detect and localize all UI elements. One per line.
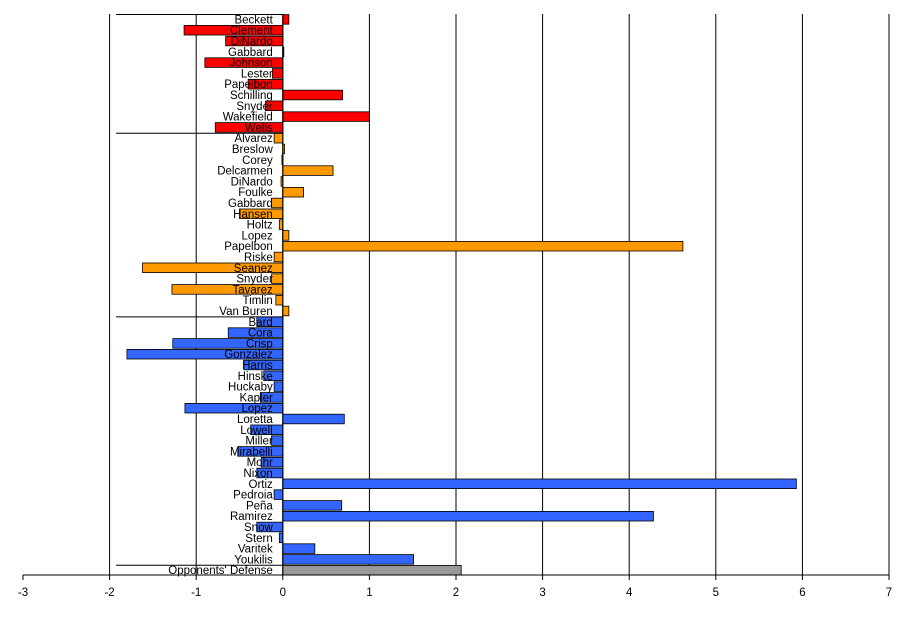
- category-label: Bard: [249, 317, 273, 329]
- category-label: Ramirez: [230, 511, 273, 523]
- bar: [273, 381, 284, 392]
- category-label: Schilling: [230, 90, 273, 102]
- category-label: Corey: [242, 155, 273, 167]
- bar: [282, 240, 684, 252]
- category-label: Holtz: [247, 220, 273, 232]
- category-label: Lester: [241, 68, 273, 80]
- tick-label: -2: [104, 587, 114, 599]
- bar: [272, 68, 284, 79]
- category-labels: BeckettClementDiNardoGabbardJohnsonLeste…: [168, 14, 273, 577]
- bar: [282, 186, 304, 198]
- category-label: Wakefield: [223, 112, 273, 124]
- category-label: Harris: [242, 360, 273, 372]
- bar: [282, 554, 414, 565]
- category-label: Hansen: [233, 209, 273, 221]
- bar: [282, 543, 316, 554]
- tick-label: 1: [366, 587, 372, 599]
- bars: [126, 14, 797, 576]
- category-label: Timlin: [243, 295, 273, 307]
- bar: [282, 230, 290, 241]
- category-label: Johnson: [229, 58, 272, 70]
- tick-label: 4: [626, 587, 633, 599]
- bar: [282, 478, 797, 490]
- bar: [271, 273, 284, 284]
- category-label: Wells: [245, 122, 273, 134]
- category-label: Mirabelli: [230, 446, 273, 458]
- category-label: Delcarmen: [217, 166, 273, 178]
- bar: [278, 532, 284, 544]
- category-label: Beckett: [234, 14, 273, 26]
- bar: [282, 111, 370, 122]
- category-label: Hinske: [238, 371, 273, 383]
- category-label: Varitek: [238, 544, 273, 556]
- bar: [273, 489, 284, 500]
- bar: [273, 132, 284, 144]
- bar: [278, 219, 284, 230]
- category-label: Ortiz: [249, 479, 274, 491]
- bar: [282, 500, 343, 511]
- category-label: Seanez: [234, 263, 273, 275]
- category-label: Gabbard: [228, 47, 273, 59]
- tick-label: 7: [886, 587, 892, 599]
- category-label: Peña: [246, 500, 273, 512]
- category-label: Tavarez: [233, 284, 274, 296]
- category-label: Lowell: [240, 425, 273, 437]
- tick-label: 0: [280, 587, 286, 599]
- bar: [282, 14, 290, 25]
- category-label: Lopez: [241, 403, 273, 415]
- tick-label: 6: [799, 587, 805, 599]
- category-label: Snow: [244, 522, 273, 534]
- category-label: Lopez: [241, 230, 273, 242]
- category-label: Cora: [248, 328, 274, 340]
- category-label: DiNardo: [231, 36, 273, 48]
- bar: [275, 294, 284, 306]
- bar: [282, 165, 334, 176]
- category-label: Alvarez: [234, 133, 273, 145]
- category-label: Stern: [245, 533, 273, 545]
- category-label: Van Buren: [219, 306, 273, 318]
- bar: [271, 435, 284, 446]
- category-label: Papelbon: [224, 79, 273, 91]
- bar: [282, 413, 345, 425]
- category-label: Huckaby: [228, 382, 273, 394]
- category-label: Pedroia: [233, 490, 273, 502]
- category-label: Snyder: [236, 274, 273, 286]
- category-label: Gonzalez: [224, 349, 273, 361]
- x-axis: -3 -2 -1 0 1 2 3 4 5 6 7: [18, 14, 892, 599]
- bar: [271, 197, 284, 209]
- category-label: Crisp: [246, 338, 273, 350]
- category-label: Mohr: [247, 457, 273, 469]
- category-label: Miller: [245, 436, 273, 448]
- tick-label: -3: [18, 587, 28, 599]
- bar: [282, 305, 290, 317]
- tick-label: 5: [713, 587, 719, 599]
- category-label: Opponents' Defense: [168, 565, 273, 577]
- category-label: Riske: [244, 252, 273, 264]
- bar: [273, 251, 284, 263]
- tick-label: 3: [539, 587, 545, 599]
- category-label: Gabbard: [228, 198, 273, 210]
- bar: [282, 89, 343, 101]
- category-label: Snyder: [236, 101, 273, 113]
- bar: [282, 565, 462, 576]
- category-label: Nixon: [243, 468, 272, 480]
- tick-label: -1: [191, 587, 201, 599]
- category-label: Breslow: [232, 144, 274, 156]
- category-label: Youkilis: [234, 554, 273, 566]
- category-label: Loretta: [237, 414, 273, 426]
- group-separators: [116, 14, 283, 566]
- tick-label: 2: [453, 587, 459, 599]
- category-label: Kapler: [240, 392, 273, 404]
- category-label: Clement: [230, 25, 274, 37]
- bar: [282, 510, 654, 522]
- category-label: Papelbon: [224, 241, 273, 253]
- category-label: Foulke: [238, 187, 273, 199]
- category-label: DiNardo: [231, 176, 273, 188]
